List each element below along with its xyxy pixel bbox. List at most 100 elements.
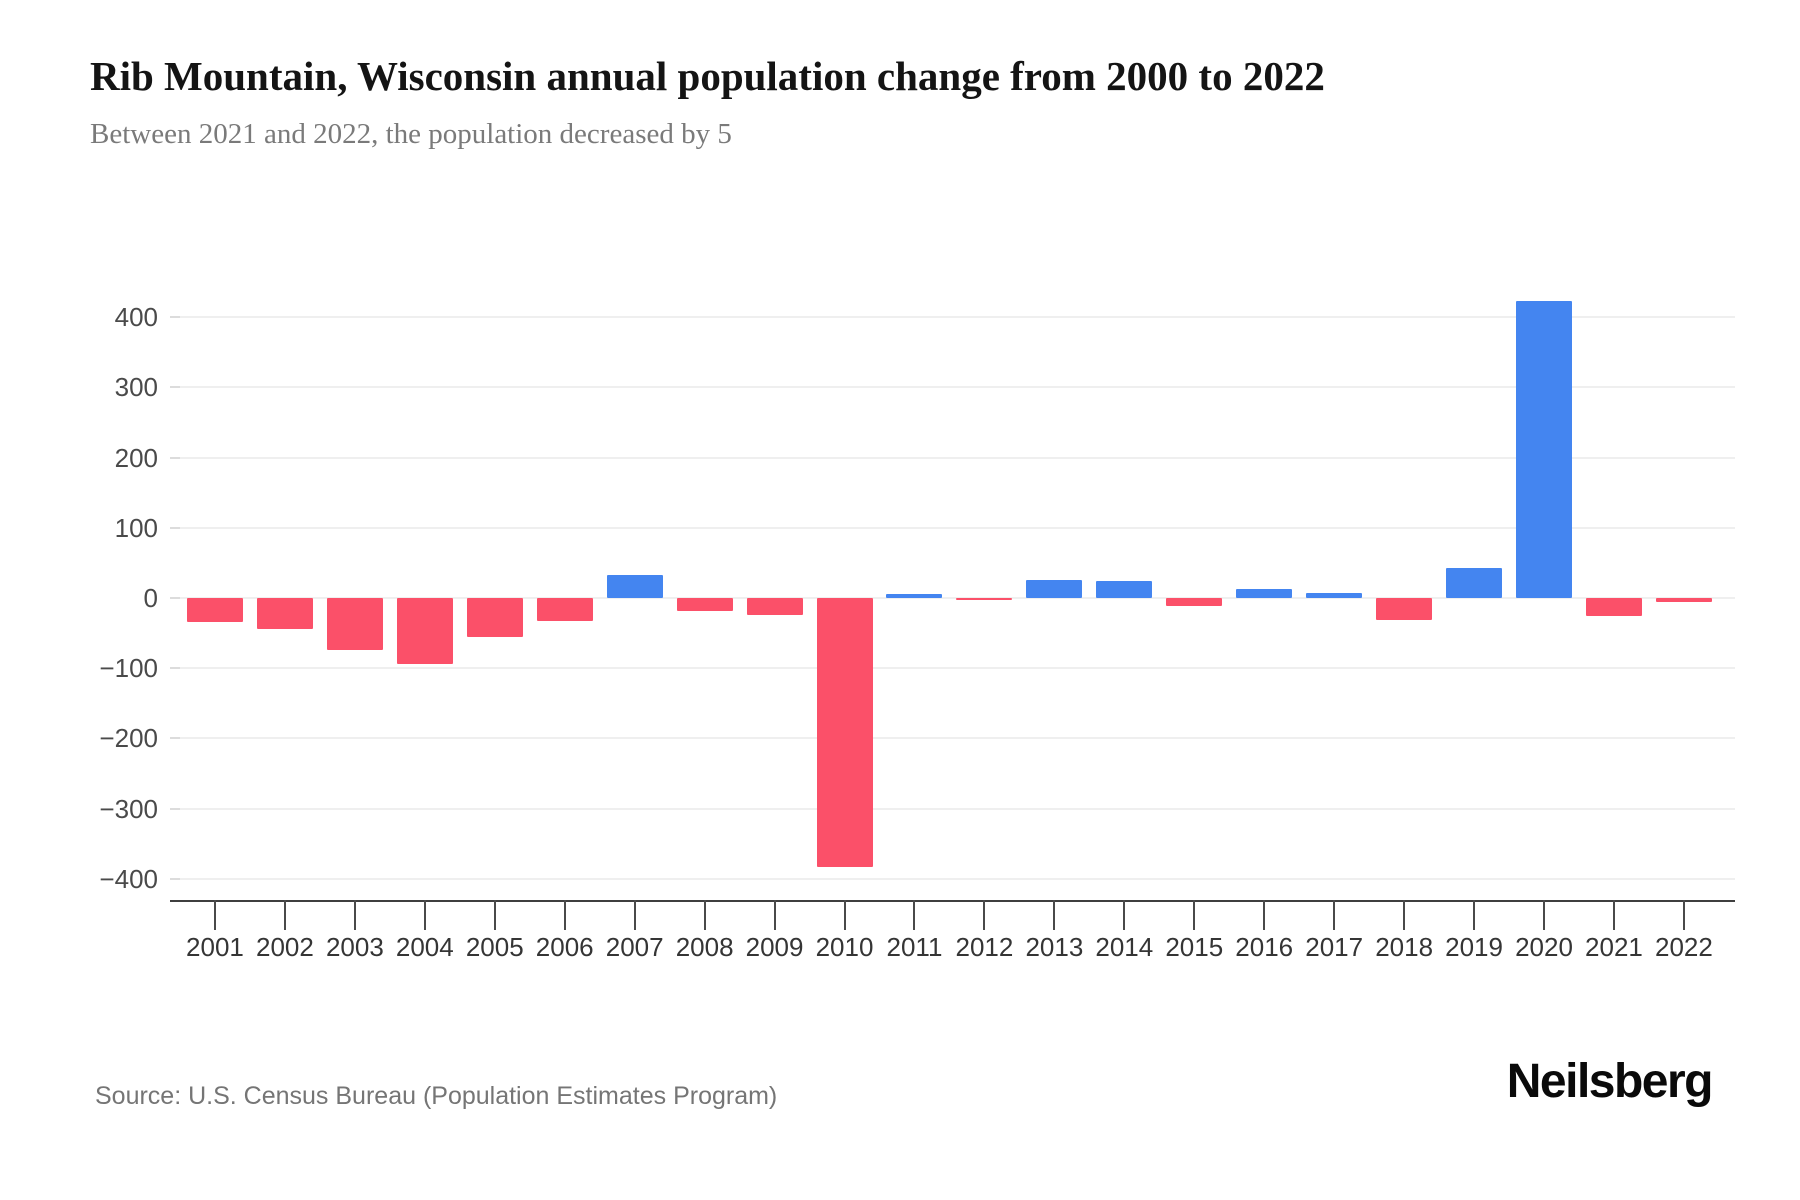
bar-2017: [1306, 593, 1363, 598]
y-axis-tick--200: [170, 737, 180, 740]
x-axis-tick-2003: [353, 900, 356, 930]
bar-2005: [466, 598, 523, 637]
bar-2021: [1585, 598, 1642, 617]
x-axis-label-2001: 2001: [186, 932, 244, 962]
bar-2020: [1516, 301, 1573, 598]
y-axis-tick--300: [170, 807, 180, 810]
x-axis-label-2010: 2010: [815, 932, 874, 962]
gridline--200: [170, 737, 1735, 740]
bar-2015: [1166, 598, 1223, 607]
x-axis-tick-2017: [1333, 900, 1336, 930]
x-axis-label-2018: 2018: [1375, 932, 1434, 962]
gridline--400: [170, 877, 1735, 880]
x-axis-label-2013: 2013: [1025, 932, 1084, 962]
gridline-0: [170, 597, 1735, 599]
bar-2009: [746, 598, 803, 615]
x-axis-tick-2001: [213, 900, 216, 930]
y-axis-label--100: −100: [99, 653, 158, 684]
y-axis-tick--100: [170, 667, 180, 670]
bar-2006: [536, 598, 593, 622]
x-axis-tick-2022: [1682, 900, 1685, 930]
y-axis-label-200: 200: [114, 442, 158, 473]
bar-2002: [256, 598, 313, 629]
x-axis-label-2007: 2007: [605, 932, 664, 962]
x-axis-label-2019: 2019: [1445, 932, 1503, 962]
bar-2022: [1655, 598, 1712, 602]
bar-2013: [1026, 580, 1083, 598]
gridline-400: [170, 316, 1735, 319]
x-axis-tick-2008: [703, 900, 706, 930]
x-axis-label-2008: 2008: [675, 932, 734, 962]
x-axis-label-2020: 2020: [1515, 932, 1573, 962]
chart-title: Rib Mountain, Wisconsin annual populatio…: [90, 53, 1325, 99]
x-axis-tick-2005: [493, 900, 496, 930]
y-axis-label--200: −200: [99, 723, 158, 754]
bar-2001: [186, 598, 243, 622]
neilsberg-logo: Neilsberg: [1506, 1055, 1714, 1108]
x-axis-label-2022: 2022: [1655, 932, 1713, 962]
bar-2019: [1446, 567, 1503, 598]
x-axis-label-2002: 2002: [256, 932, 314, 962]
y-axis-tick-100: [170, 526, 180, 529]
x-axis-tick-2007: [633, 900, 636, 930]
x-axis-tick-2018: [1403, 900, 1406, 930]
x-axis-line: [170, 900, 1735, 902]
y-axis-tick-200: [170, 456, 180, 459]
x-axis-label-2011: 2011: [886, 932, 943, 962]
x-axis-label-2012: 2012: [955, 932, 1014, 962]
x-axis-tick-2020: [1543, 900, 1546, 930]
x-axis-tick-2014: [1123, 900, 1126, 930]
gridline-100: [170, 526, 1735, 529]
bar-2014: [1096, 581, 1153, 598]
source-text: Source: U.S. Census Bureau (Population E…: [95, 1082, 778, 1110]
bar-2008: [676, 598, 733, 612]
x-axis-label-2015: 2015: [1165, 932, 1224, 962]
x-axis-tick-2013: [1053, 900, 1056, 930]
gridline--100: [170, 667, 1735, 670]
x-axis-tick-2002: [283, 900, 286, 930]
x-axis-tick-2016: [1263, 900, 1266, 930]
bar-2003: [326, 598, 383, 650]
y-axis-label--300: −300: [99, 793, 158, 824]
x-axis-tick-2015: [1193, 900, 1196, 930]
x-axis-label-2014: 2014: [1095, 932, 1154, 962]
x-axis-tick-2004: [423, 900, 426, 930]
bar-2018: [1376, 598, 1433, 621]
y-axis-tick-0: [170, 597, 180, 599]
y-axis-tick--400: [170, 877, 180, 880]
y-axis-label-400: 400: [114, 302, 158, 333]
x-axis-label-2016: 2016: [1235, 932, 1294, 962]
x-axis-label-2021: 2021: [1585, 932, 1643, 962]
x-axis-tick-2010: [843, 900, 846, 930]
bar-2010: [816, 598, 873, 867]
gridline--300: [170, 807, 1735, 810]
y-axis-label-300: 300: [114, 372, 158, 403]
x-axis-tick-2006: [563, 900, 566, 930]
x-axis-tick-2021: [1612, 900, 1615, 930]
x-axis-label-2004: 2004: [395, 932, 454, 962]
bar-2016: [1236, 588, 1293, 598]
chart-subtitle: Between 2021 and 2022, the population de…: [90, 118, 732, 150]
x-axis-label-2005: 2005: [465, 932, 524, 962]
bar-2007: [606, 574, 663, 598]
y-axis-label-100: 100: [114, 512, 158, 543]
bar-2011: [886, 594, 943, 598]
x-axis-tick-2009: [773, 900, 776, 930]
x-axis-label-2017: 2017: [1305, 932, 1364, 962]
gridline-200: [170, 456, 1735, 459]
x-axis-label-2006: 2006: [535, 932, 594, 962]
y-axis-tick-400: [170, 316, 180, 319]
y-axis-label--400: −400: [99, 863, 158, 894]
x-axis-label-2003: 2003: [325, 932, 384, 962]
x-axis-tick-2019: [1473, 900, 1476, 930]
y-axis-label-0: 0: [143, 583, 158, 613]
x-axis-tick-2011: [913, 900, 916, 930]
bar-2004: [396, 598, 453, 664]
x-axis-label-2009: 2009: [745, 932, 804, 962]
bar-2012: [956, 598, 1013, 600]
gridline-300: [170, 386, 1735, 389]
y-axis-tick-300: [170, 386, 180, 389]
x-axis-tick-2012: [983, 900, 986, 930]
